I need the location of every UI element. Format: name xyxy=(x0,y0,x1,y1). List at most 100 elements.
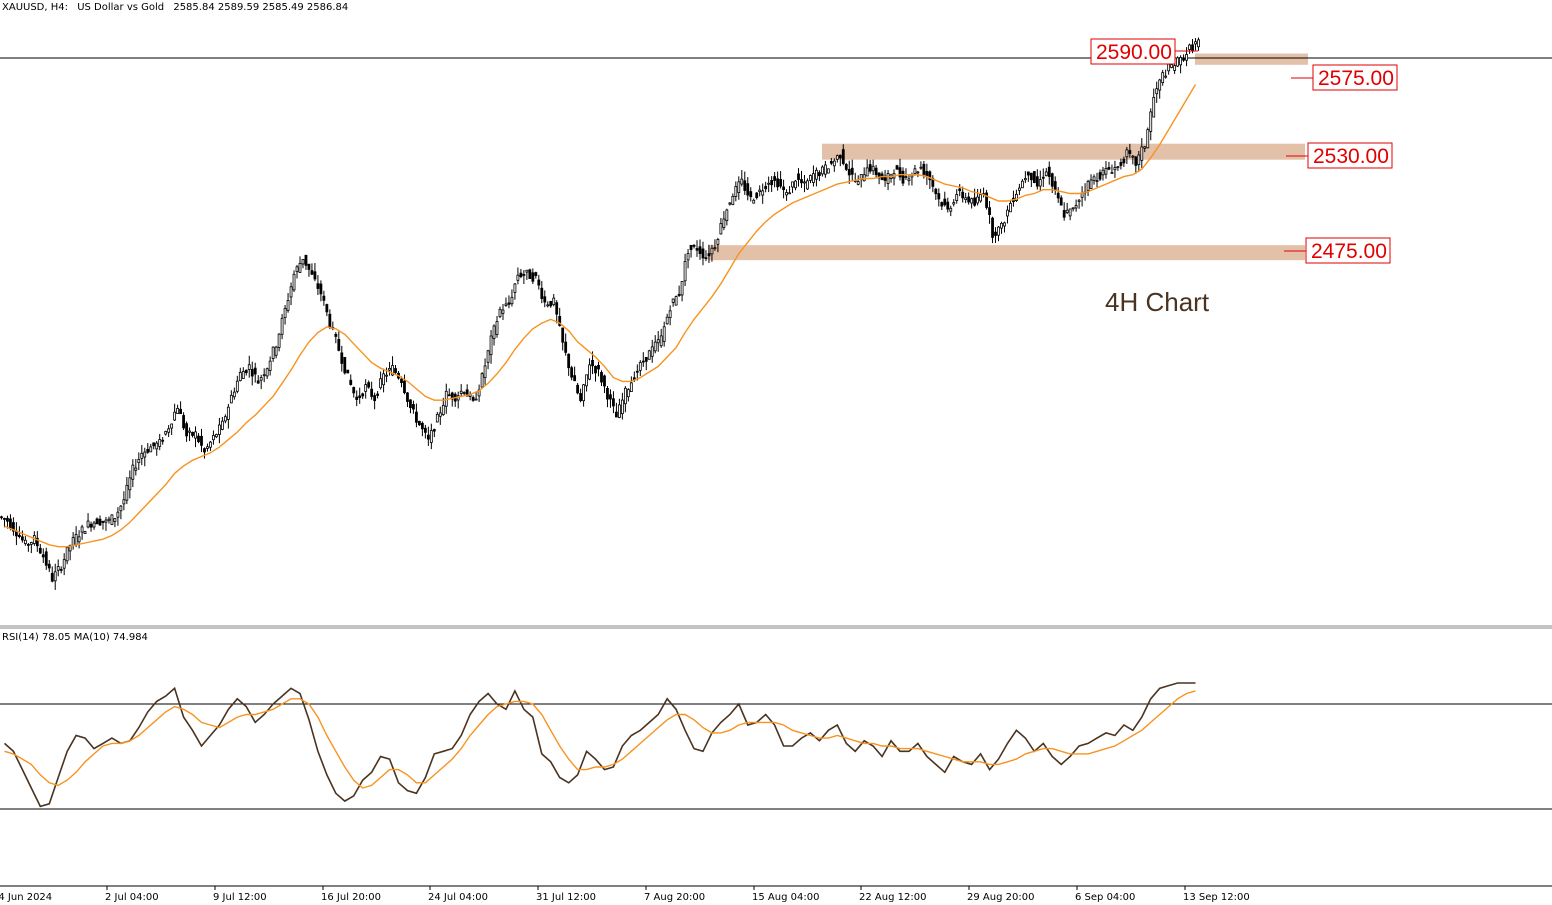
candle-body xyxy=(489,335,493,356)
candle-body xyxy=(665,316,669,325)
candle-body xyxy=(483,365,487,378)
candle-body xyxy=(107,518,111,521)
chart-annotation: 4H Chart xyxy=(1105,287,1210,317)
candle-body xyxy=(1071,207,1075,210)
candle-body xyxy=(820,166,824,175)
candle-body xyxy=(638,362,642,371)
candle-body xyxy=(200,435,203,446)
candle-body xyxy=(549,300,553,307)
candle-body xyxy=(540,287,544,299)
candle-body xyxy=(474,398,478,401)
candle-body xyxy=(755,192,759,199)
candle-body xyxy=(916,171,920,174)
candle-body xyxy=(958,188,962,192)
candle-body xyxy=(946,201,950,210)
candle-body xyxy=(188,430,191,433)
candles xyxy=(0,37,1200,590)
candle-body xyxy=(779,179,782,187)
candle-body xyxy=(50,572,54,582)
candle-body xyxy=(59,568,63,571)
candle-body xyxy=(812,173,815,183)
candle-body xyxy=(994,231,997,236)
candle-body xyxy=(850,167,854,175)
candle-body xyxy=(432,429,436,432)
candle-body xyxy=(56,566,60,571)
candle-body xyxy=(734,185,738,197)
candle-body xyxy=(83,531,87,534)
candle-body xyxy=(185,423,188,437)
candle-body xyxy=(182,415,185,429)
candle-body xyxy=(668,310,672,319)
candle-body xyxy=(919,166,923,169)
candle-body xyxy=(274,346,278,356)
candle-body xyxy=(337,339,341,351)
candle-body xyxy=(531,272,535,282)
level-label-text: 2575.00 xyxy=(1318,67,1394,90)
candle-body xyxy=(71,537,75,546)
candle-body xyxy=(561,327,565,343)
candle-body xyxy=(901,170,905,184)
candle-body xyxy=(53,571,57,582)
candle-body xyxy=(653,341,657,352)
candle-body xyxy=(65,547,69,562)
candle-body xyxy=(429,430,433,443)
candle-body xyxy=(164,431,168,435)
candle-body xyxy=(797,173,800,180)
candle-body xyxy=(218,424,221,435)
candle-body xyxy=(161,439,165,442)
candle-body xyxy=(573,375,577,382)
candle-body xyxy=(235,380,239,392)
candle-body xyxy=(173,411,177,421)
candle-body xyxy=(1167,63,1171,72)
candle-body xyxy=(537,279,541,286)
candle-body xyxy=(18,534,21,538)
candle-body xyxy=(728,202,732,205)
candle-body xyxy=(220,420,224,430)
candle-body xyxy=(355,396,359,400)
candle-body xyxy=(1101,169,1105,176)
candle-body xyxy=(606,388,609,400)
candle-body xyxy=(492,325,496,339)
candle-body xyxy=(955,194,959,201)
x-tick-label: 15 Aug 04:00 xyxy=(752,892,819,903)
candle-body xyxy=(618,404,621,418)
candle-body xyxy=(152,442,156,447)
candle-body xyxy=(832,160,836,167)
candle-body xyxy=(522,273,526,276)
candle-body xyxy=(770,180,774,186)
candle-body xyxy=(3,518,6,520)
candle-body xyxy=(907,178,911,182)
candle-body xyxy=(764,185,768,190)
candle-body xyxy=(191,432,194,436)
candle-body xyxy=(343,356,347,374)
candle-body xyxy=(379,378,382,389)
candle-body xyxy=(74,534,78,546)
candle-body xyxy=(364,384,368,392)
candle-body xyxy=(722,218,726,228)
candle-body xyxy=(1068,208,1072,217)
candle-body xyxy=(226,406,230,420)
x-tick-label: 6 Sep 04:00 xyxy=(1075,892,1135,903)
candle-body xyxy=(215,434,218,438)
candle-body xyxy=(1104,168,1108,175)
candle-body xyxy=(1137,154,1141,166)
candle-body xyxy=(322,295,326,301)
x-tick-label: 31 Jul 12:00 xyxy=(536,892,596,903)
candle-body xyxy=(519,272,523,277)
candle-body xyxy=(244,369,248,374)
candle-body xyxy=(800,179,803,184)
candle-body xyxy=(943,198,947,206)
candle-body xyxy=(582,384,585,402)
candle-body xyxy=(86,520,90,528)
candle-body xyxy=(949,207,953,212)
zone-2530-00 xyxy=(822,143,1305,160)
level-label-2575-00: 2575.00 xyxy=(1291,64,1398,91)
candle-body xyxy=(170,423,174,429)
candle-body xyxy=(719,223,723,235)
candle-body xyxy=(403,380,406,394)
candle-body xyxy=(701,248,705,259)
candle-body xyxy=(740,178,744,185)
candle-body xyxy=(588,364,591,380)
candle-body xyxy=(1110,172,1114,174)
